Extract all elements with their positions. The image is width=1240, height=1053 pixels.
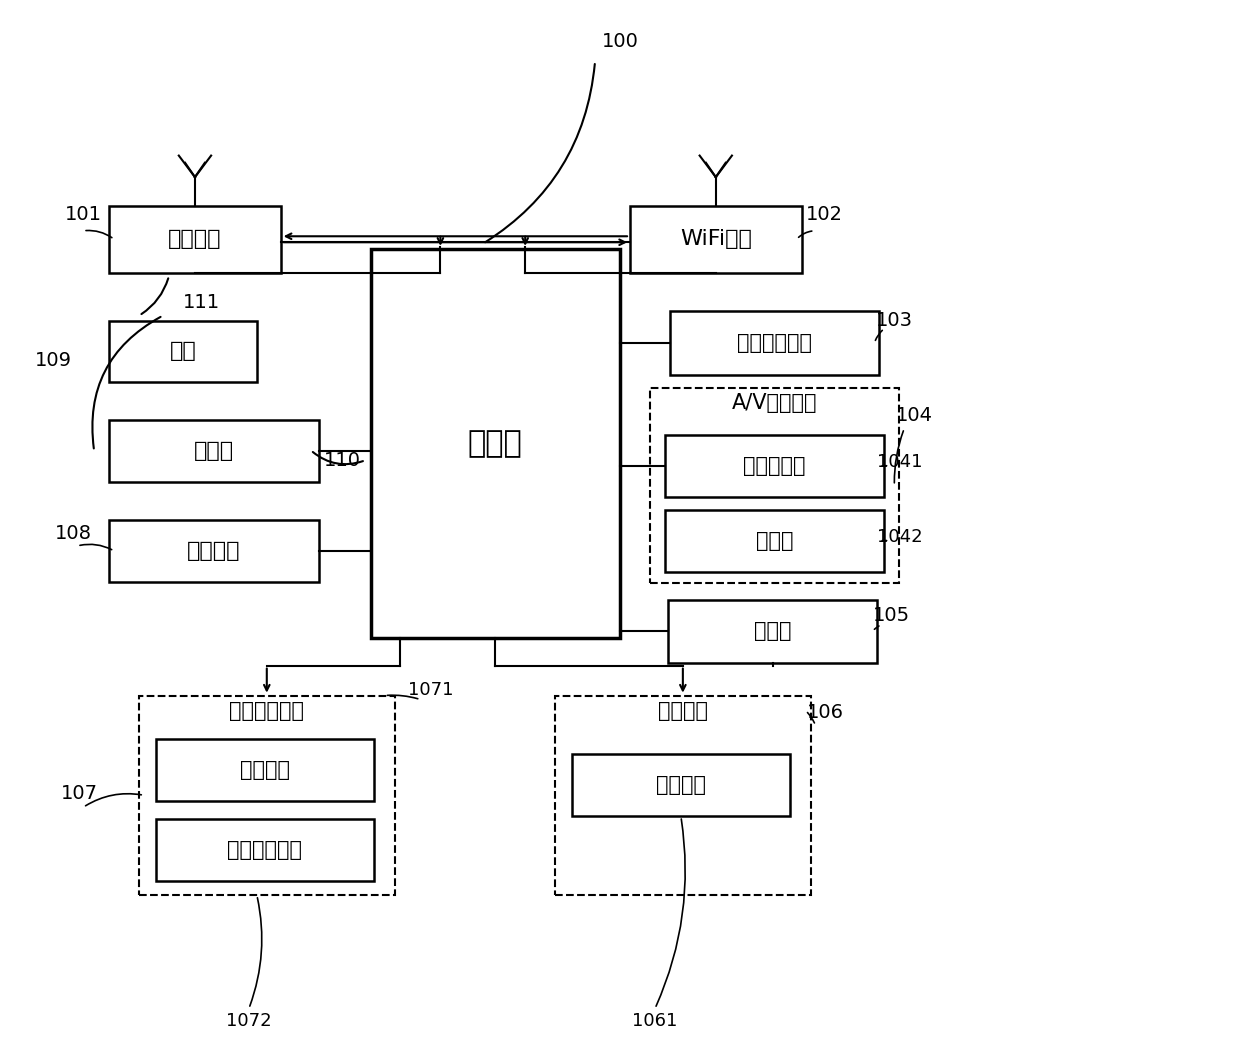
Bar	[109, 205, 280, 273]
Text: 108: 108	[55, 524, 92, 543]
Text: 其他输入设备: 其他输入设备	[227, 840, 303, 860]
Bar	[109, 520, 319, 582]
Text: 104: 104	[895, 405, 932, 424]
Bar	[668, 600, 878, 662]
Text: 存储器: 存储器	[193, 441, 234, 461]
Text: 111: 111	[182, 293, 219, 312]
Text: 1072: 1072	[226, 1012, 272, 1030]
Bar	[371, 249, 620, 638]
Text: 用户输入单元: 用户输入单元	[229, 700, 304, 720]
Text: 100: 100	[601, 32, 639, 51]
Text: 1042: 1042	[877, 528, 923, 545]
Text: 接口单元: 接口单元	[187, 541, 241, 561]
Text: 传感器: 传感器	[754, 621, 791, 641]
Text: 麦克风: 麦克风	[756, 531, 794, 551]
Text: 音频输出单元: 音频输出单元	[737, 333, 812, 353]
Text: 显示面板: 显示面板	[656, 775, 706, 795]
Bar	[665, 510, 884, 572]
Text: 1061: 1061	[632, 1012, 677, 1030]
Text: 电源: 电源	[170, 341, 196, 361]
Bar	[665, 435, 884, 497]
Text: 显示单元: 显示单元	[658, 700, 708, 720]
Bar	[156, 739, 373, 801]
Bar	[650, 389, 899, 583]
Bar	[670, 311, 879, 376]
Text: 101: 101	[64, 205, 102, 224]
Text: 106: 106	[807, 703, 844, 722]
Text: 图形处理器: 图形处理器	[744, 456, 806, 476]
Bar	[630, 205, 801, 273]
Text: 109: 109	[35, 351, 72, 370]
Text: 射频单元: 射频单元	[169, 230, 222, 250]
Text: WiFi模块: WiFi模块	[680, 230, 751, 250]
Bar	[156, 819, 373, 881]
Bar	[109, 320, 257, 382]
Text: 触控面板: 触控面板	[239, 760, 290, 780]
Text: 103: 103	[875, 311, 913, 330]
Bar	[572, 754, 790, 816]
Bar	[109, 420, 319, 482]
Text: 105: 105	[873, 607, 910, 625]
Bar	[139, 696, 394, 895]
Text: 107: 107	[61, 783, 98, 802]
Text: 110: 110	[324, 451, 361, 470]
Text: 102: 102	[806, 205, 843, 224]
Text: 处理器: 处理器	[467, 429, 522, 458]
Text: 1071: 1071	[408, 680, 453, 698]
Text: A/V输入单元: A/V输入单元	[732, 394, 817, 414]
Bar	[556, 696, 811, 895]
Text: 1041: 1041	[877, 453, 923, 471]
